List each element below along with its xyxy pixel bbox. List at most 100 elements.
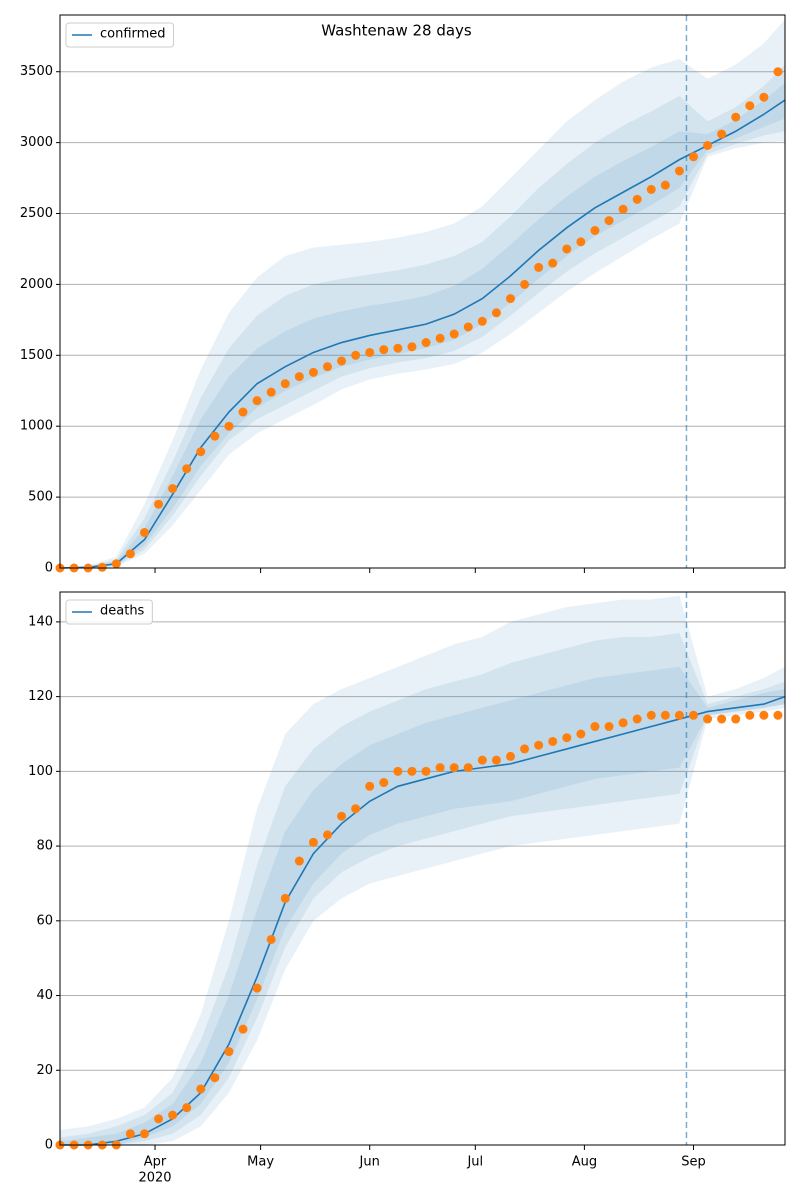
observed-point bbox=[632, 194, 642, 204]
y-tick-label: 100 bbox=[28, 764, 53, 779]
x-tick-label: Apr bbox=[144, 1155, 167, 1170]
observed-point bbox=[210, 431, 220, 441]
observed-point bbox=[562, 733, 572, 743]
legend-box bbox=[65, 599, 153, 625]
x-tick-label: Aug bbox=[572, 1155, 597, 1170]
y-tick-label: 0 bbox=[45, 561, 53, 576]
observed-point bbox=[379, 778, 389, 788]
model-line bbox=[59, 99, 786, 569]
y-tick-label: 3000 bbox=[20, 135, 53, 150]
observed-point bbox=[210, 1073, 220, 1083]
observed-point bbox=[280, 893, 290, 903]
observed-point bbox=[280, 379, 290, 389]
observed-point bbox=[238, 1024, 248, 1034]
observed-point bbox=[703, 714, 713, 724]
observed-point bbox=[590, 722, 600, 732]
observed-point bbox=[773, 67, 783, 77]
observed-point bbox=[731, 714, 741, 724]
observed-point bbox=[477, 755, 487, 765]
observed-point bbox=[660, 710, 670, 720]
observed-point bbox=[168, 484, 178, 494]
confidence-band bbox=[60, 595, 785, 1145]
observed-point bbox=[421, 766, 431, 776]
observed-point bbox=[674, 710, 684, 720]
observed-point bbox=[266, 387, 276, 397]
observed-point bbox=[224, 1047, 234, 1057]
observed-point bbox=[393, 343, 403, 353]
confidence-band bbox=[60, 666, 785, 1145]
observed-point bbox=[688, 152, 698, 162]
y-tick-label: 20 bbox=[36, 1063, 53, 1078]
observed-point bbox=[196, 1084, 206, 1094]
observed-point bbox=[717, 129, 727, 139]
y-tick-label: 60 bbox=[36, 913, 53, 928]
observed-point bbox=[393, 766, 403, 776]
x-tick-label: May bbox=[247, 1155, 274, 1170]
observed-point bbox=[731, 112, 741, 122]
observed-point bbox=[534, 740, 544, 750]
observed-point bbox=[252, 983, 262, 993]
observed-point bbox=[154, 499, 164, 509]
observed-point bbox=[491, 755, 501, 765]
model-line bbox=[60, 695, 786, 1146]
observed-point bbox=[520, 279, 530, 289]
x-tick-label: Jul bbox=[466, 1155, 483, 1170]
observed-point bbox=[576, 729, 586, 739]
observed-point bbox=[745, 710, 755, 720]
observed-point bbox=[407, 766, 417, 776]
observed-point bbox=[238, 407, 248, 417]
x-tick-label: Jun bbox=[359, 1155, 380, 1170]
observed-point bbox=[308, 367, 318, 377]
observed-point bbox=[125, 549, 135, 559]
observed-point bbox=[618, 718, 628, 728]
plot-frame bbox=[59, 14, 786, 569]
observed-point bbox=[125, 1129, 135, 1139]
observed-point bbox=[224, 421, 234, 431]
observed-point bbox=[449, 763, 459, 773]
observed-point bbox=[337, 811, 347, 821]
observed-point bbox=[548, 258, 558, 268]
observed-point bbox=[435, 333, 445, 343]
observed-point bbox=[491, 308, 501, 318]
observed-point bbox=[688, 710, 698, 720]
observed-point bbox=[759, 92, 769, 102]
observed-point bbox=[182, 464, 192, 474]
observed-point bbox=[139, 1129, 149, 1139]
observed-point bbox=[97, 562, 107, 572]
observed-point bbox=[196, 447, 206, 457]
x-tick-label: Sep bbox=[681, 1155, 706, 1170]
observed-point bbox=[646, 184, 656, 194]
observed-point bbox=[449, 329, 459, 339]
y-tick-label: 500 bbox=[28, 490, 53, 505]
observed-point bbox=[294, 372, 304, 382]
observed-point bbox=[703, 140, 713, 150]
observed-point bbox=[463, 322, 473, 332]
observed-point bbox=[674, 166, 684, 176]
observed-point bbox=[182, 1103, 192, 1113]
y-tick-label: 2500 bbox=[20, 206, 53, 221]
observed-point bbox=[154, 1114, 164, 1124]
legend-label: deaths bbox=[100, 604, 145, 619]
observed-point bbox=[337, 356, 347, 366]
observed-point bbox=[632, 714, 642, 724]
observed-point bbox=[604, 722, 614, 732]
confidence-band bbox=[60, 64, 785, 568]
observed-point bbox=[463, 763, 473, 773]
observed-point bbox=[773, 710, 783, 720]
y-tick-label: 40 bbox=[36, 988, 53, 1003]
y-tick-label: 1500 bbox=[20, 348, 53, 363]
x-sublabel: 2020 bbox=[138, 1171, 171, 1186]
observed-point bbox=[139, 528, 149, 538]
observed-point bbox=[365, 347, 375, 357]
plot-frame bbox=[59, 591, 786, 1146]
observed-point bbox=[308, 837, 318, 847]
y-tick-label: 3500 bbox=[20, 64, 53, 79]
observed-point bbox=[266, 934, 276, 944]
observed-point bbox=[168, 1110, 178, 1120]
y-tick-label: 2000 bbox=[20, 277, 53, 292]
observed-point bbox=[322, 362, 332, 372]
observed-point bbox=[505, 294, 515, 304]
observed-point bbox=[351, 350, 361, 360]
observed-point bbox=[576, 237, 586, 247]
